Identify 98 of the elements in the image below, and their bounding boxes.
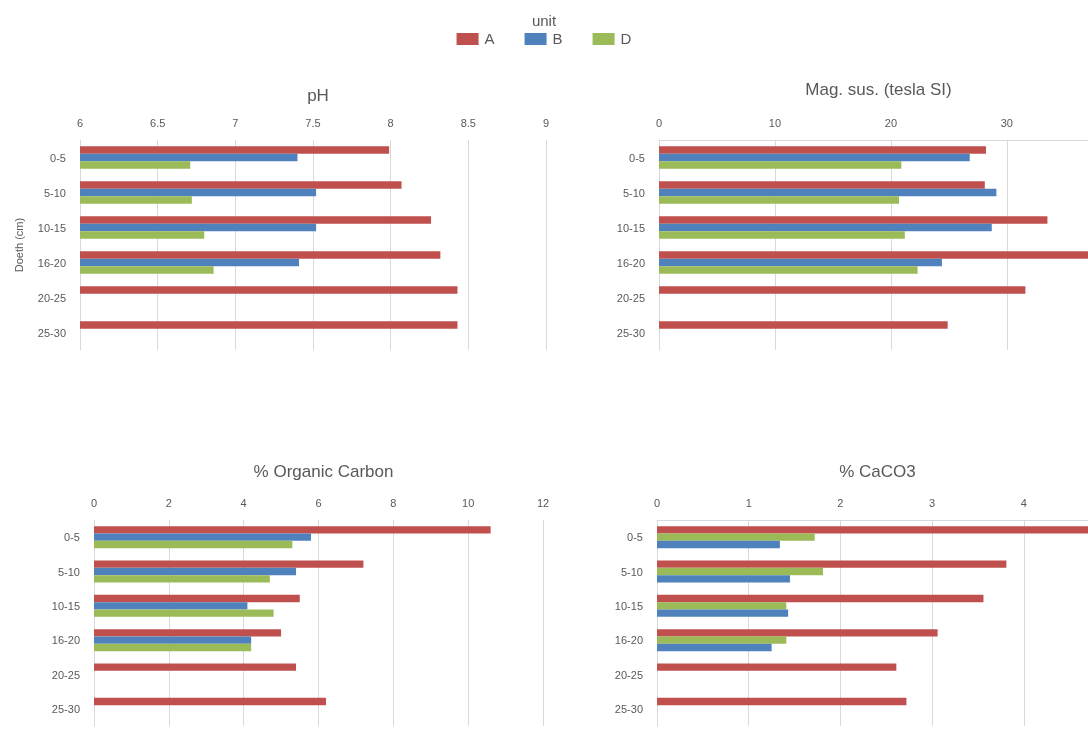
bar: [94, 594, 300, 603]
y-tick-label: 0-5: [50, 151, 66, 164]
y-tick-label: 0-5: [629, 151, 645, 164]
bar: [657, 575, 790, 583]
x-tick-label: 2: [837, 496, 844, 509]
chart-title: pH: [307, 86, 329, 105]
x-tick-label: 20: [884, 116, 898, 129]
x-tick-label: 0: [653, 496, 661, 509]
y-tick-label: 10-15: [51, 599, 80, 612]
y-tick-label: 25-30: [37, 326, 66, 339]
bar: [657, 594, 984, 603]
x-tick-label: 9: [542, 116, 550, 129]
bar: [94, 636, 252, 644]
bar: [657, 643, 772, 652]
bar: [657, 636, 787, 644]
x-tick-label: 12: [536, 496, 550, 509]
y-tick-label: 10-15: [37, 221, 66, 234]
bar: [94, 697, 326, 706]
x-tick-label: 1: [745, 496, 752, 509]
bar: [659, 286, 1026, 294]
bar: [94, 602, 248, 610]
y-tick-label: 20-25: [614, 668, 643, 681]
legend-label: B: [552, 30, 563, 47]
bar: [94, 643, 252, 652]
x-tick-label: 6: [76, 116, 84, 129]
x-tick-label: 8.5: [460, 116, 476, 129]
y-tick-label: 0-5: [627, 531, 643, 544]
bar: [94, 663, 297, 671]
bar: [94, 540, 293, 549]
legend-label: D: [620, 30, 632, 47]
y-tick-label: 10-15: [614, 599, 643, 612]
x-tick-label: 30: [1000, 116, 1013, 129]
bar: [657, 629, 938, 637]
bar: [657, 533, 815, 541]
x-tick-label: 10: [462, 496, 475, 509]
bar: [657, 526, 1088, 534]
bar: [94, 609, 274, 617]
x-tick-label: 0: [90, 496, 98, 509]
y-tick-label: 0-5: [64, 531, 80, 544]
y-tick-label: 25-30: [616, 326, 645, 339]
y-tick-label: 25-30: [51, 702, 80, 715]
bar: [657, 663, 897, 671]
y-tick-label: 16-20: [51, 634, 80, 647]
x-tick-label: 0: [655, 116, 663, 129]
bar: [657, 602, 787, 610]
bar: [657, 540, 780, 549]
y-tick-label: 5-10: [620, 565, 643, 578]
bar: [659, 231, 905, 239]
chart-title: Mag. sus. (tesla SI): [805, 80, 952, 99]
x-tick-label: 8: [390, 496, 397, 509]
bar: [657, 609, 789, 617]
bar: [659, 223, 992, 232]
bar: [657, 560, 1007, 568]
x-tick-label: 6: [315, 496, 322, 509]
bar: [659, 153, 970, 162]
y-tick-label: 20-25: [51, 668, 80, 681]
bar: [94, 560, 364, 568]
y-tick-label: 10-15: [616, 221, 645, 234]
x-tick-label: 7.5: [305, 116, 321, 129]
bar: [659, 196, 900, 204]
x-tick-label: 4: [1020, 496, 1027, 509]
bar: [657, 567, 823, 576]
bar: [94, 533, 312, 541]
bar: [659, 161, 902, 169]
x-tick-label: 10: [768, 116, 782, 129]
y-tick-label: 16-20: [616, 256, 645, 269]
chart-title: % CaCO3: [839, 462, 916, 481]
x-tick-label: 6.5: [150, 116, 166, 129]
bar: [94, 629, 282, 637]
legend-label: A: [484, 30, 495, 47]
bar: [94, 526, 491, 534]
y-tick-label: 20-25: [37, 291, 66, 304]
x-tick-label: 3: [929, 496, 936, 509]
x-tick-label: 8: [387, 116, 394, 129]
bar: [659, 258, 942, 267]
x-tick-label: 2: [165, 496, 172, 509]
y-tick-label: 16-20: [37, 256, 66, 269]
x-tick-label: 4: [240, 496, 247, 509]
y-tick-label: 5-10: [43, 186, 66, 199]
bar: [659, 251, 1088, 259]
bar: [657, 697, 907, 706]
y-tick-label: 20-25: [616, 291, 645, 304]
chart-title: % Organic Carbon: [253, 462, 394, 481]
bar: [659, 216, 1048, 224]
y-tick-label: 5-10: [622, 186, 645, 199]
bar: [94, 575, 270, 583]
bar: [659, 146, 986, 154]
x-tick-label: 7: [232, 116, 239, 129]
bar: [94, 567, 297, 576]
y-tick-label: 25-30: [614, 702, 643, 715]
y-axis-title: Doeth (cm): [12, 217, 25, 273]
bar: [659, 266, 918, 274]
bar: [659, 181, 985, 189]
legend-title: unit: [531, 12, 557, 29]
y-tick-label: 16-20: [614, 634, 643, 647]
bar: [659, 321, 948, 329]
bar: [659, 188, 997, 197]
y-tick-label: 5-10: [57, 565, 80, 578]
